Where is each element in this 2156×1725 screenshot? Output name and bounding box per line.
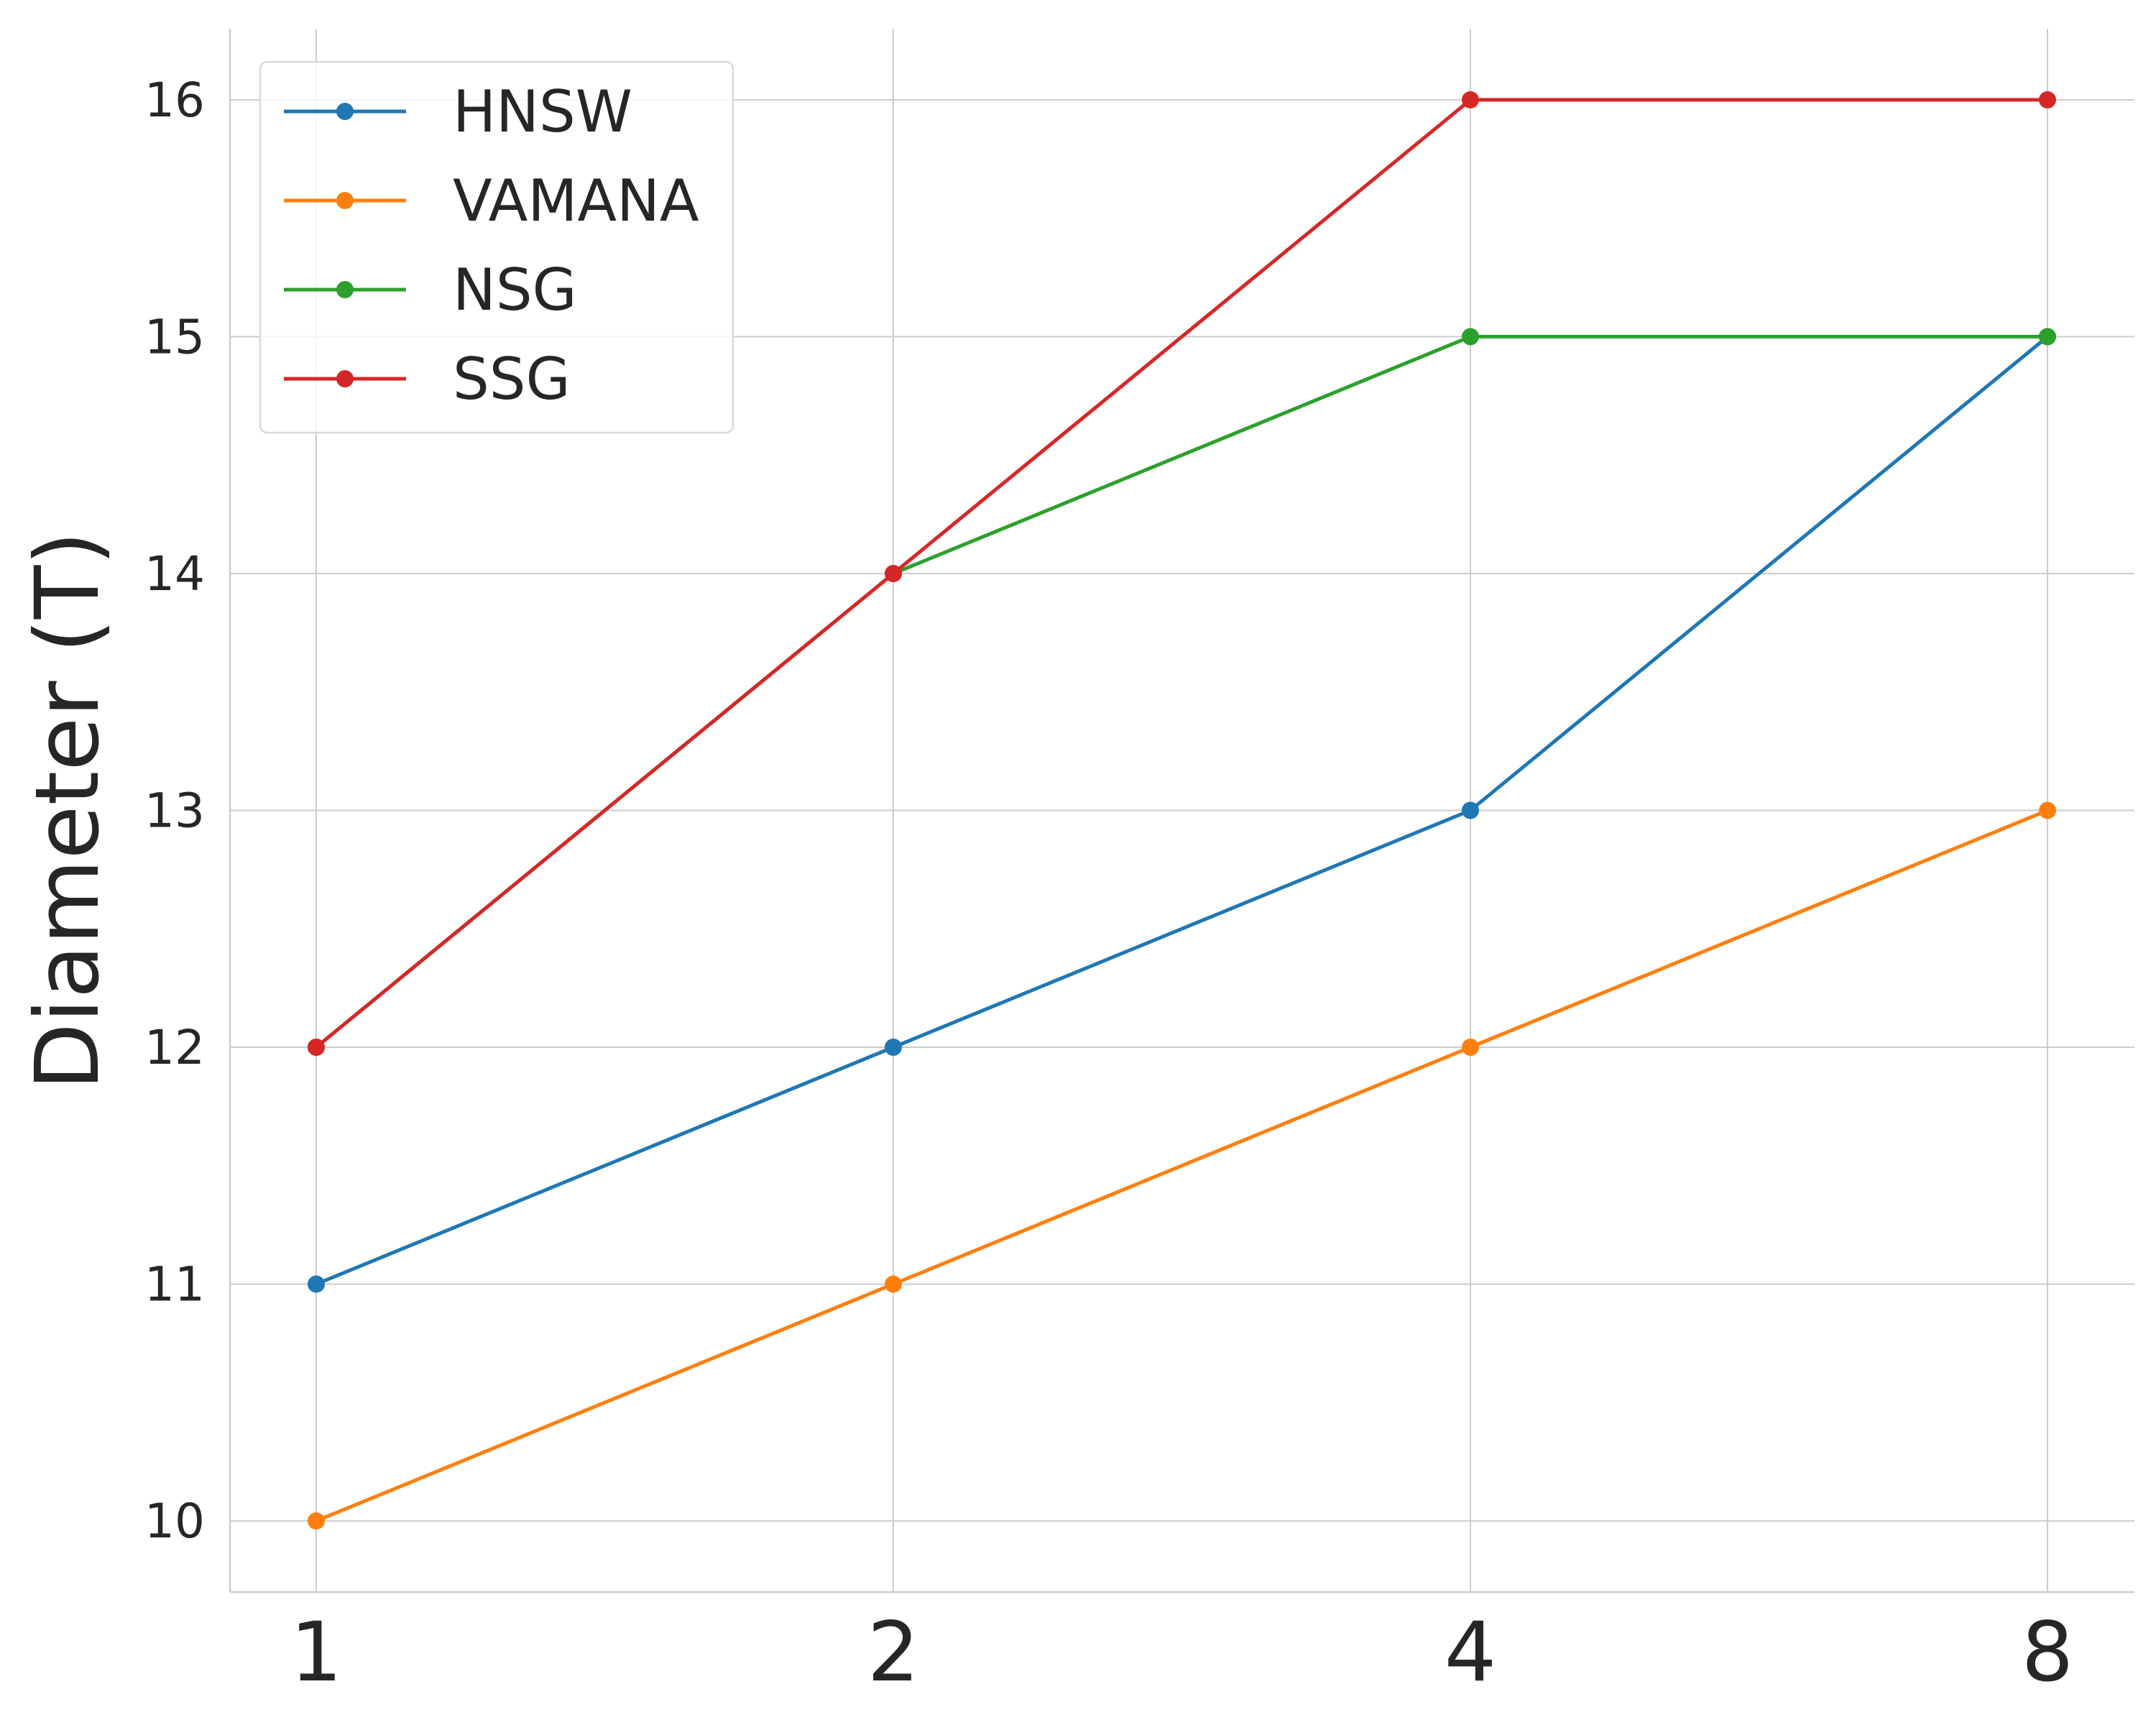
- data-point-vamana: [885, 1276, 902, 1293]
- y-axis-title: Diameter (T): [17, 531, 119, 1090]
- x-tick-label: 1: [290, 1604, 343, 1700]
- x-tick-labels: 1 2 4 8: [290, 1604, 2074, 1700]
- legend-label: NSG: [453, 257, 577, 323]
- legend: HNSW VAMANA NSG SSG: [260, 62, 733, 433]
- data-point-ssg: [885, 565, 902, 582]
- data-point-hnsw: [308, 1276, 325, 1293]
- data-point-hnsw: [885, 1039, 902, 1056]
- x-tick-label: 2: [867, 1604, 920, 1700]
- series-vamana: [308, 802, 2056, 1530]
- data-point-nsg: [2039, 328, 2056, 345]
- data-point-hnsw: [1462, 802, 1479, 819]
- legend-label: SSG: [453, 346, 571, 413]
- data-point-vamana: [2039, 802, 2056, 819]
- y-tick-label: 13: [144, 783, 205, 839]
- legend-swatch-marker: [336, 103, 354, 120]
- x-tick-label: 8: [2022, 1604, 2074, 1700]
- series-line-vamana: [316, 811, 2047, 1522]
- y-tick-label: 14: [144, 546, 205, 602]
- legend-swatch-marker: [336, 192, 354, 209]
- y-tick-labels: 10 11 12 13 14 15 16: [144, 73, 205, 1549]
- y-tick-label: 11: [144, 1257, 205, 1312]
- data-point-ssg: [308, 1039, 325, 1056]
- data-point-nsg: [1462, 328, 1479, 345]
- y-tick-label: 10: [144, 1494, 205, 1549]
- y-tick-label: 12: [144, 1020, 205, 1075]
- data-point-ssg: [1462, 91, 1479, 109]
- x-tick-label: 4: [1445, 1604, 1497, 1700]
- y-tick-label: 16: [144, 73, 205, 128]
- series-nsg: [308, 328, 2056, 1056]
- legend-swatch-marker: [336, 281, 354, 298]
- data-point-ssg: [2039, 91, 2056, 109]
- data-point-vamana: [1462, 1039, 1479, 1056]
- series-line-nsg: [316, 336, 2047, 1047]
- data-point-vamana: [308, 1512, 325, 1530]
- legend-swatch-marker: [336, 370, 354, 387]
- legend-label: VAMANA: [453, 167, 699, 234]
- y-tick-label: 15: [144, 309, 205, 364]
- legend-label: HNSW: [453, 78, 632, 145]
